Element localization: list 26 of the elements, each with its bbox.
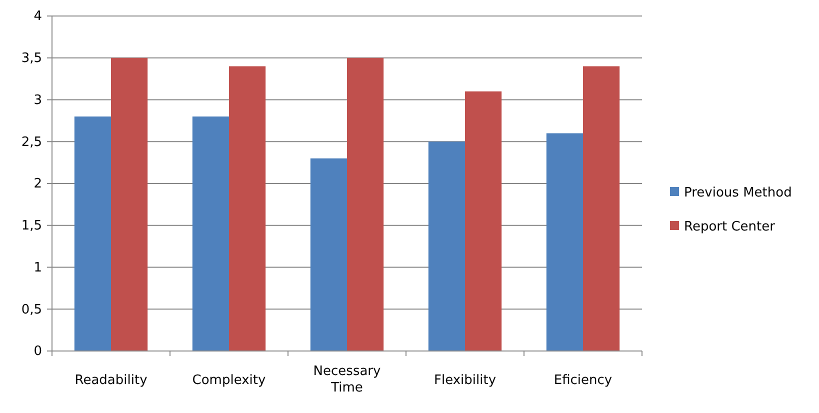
legend-label: Previous Method <box>684 186 792 201</box>
y-tick-label: 0,5 <box>21 302 42 318</box>
bar <box>111 58 148 351</box>
x-tick-label: Flexibility <box>434 373 496 388</box>
y-tick-label: 3,5 <box>21 51 42 66</box>
x-tick-label: Eficiency <box>554 373 612 388</box>
bar <box>229 66 266 351</box>
bar <box>583 66 620 351</box>
y-tick-label: 2 <box>34 176 42 192</box>
y-tick-label: 1 <box>34 260 42 276</box>
bar <box>428 142 465 351</box>
legend-label: Report Center <box>684 220 776 235</box>
bar <box>347 58 384 351</box>
y-tick-label: 3 <box>34 92 42 108</box>
bar <box>192 116 229 351</box>
x-tick-label: Necessary Time <box>313 364 382 396</box>
bar <box>546 133 583 351</box>
bar <box>465 91 502 351</box>
y-tick-label: 1,5 <box>21 218 42 234</box>
bar <box>310 158 347 351</box>
bar <box>74 116 111 351</box>
y-tick-label: 4 <box>34 9 42 24</box>
y-tick-label: 2,5 <box>21 134 42 150</box>
y-tick-label: 0 <box>34 344 42 360</box>
x-tick-label: Complexity <box>192 373 266 388</box>
x-tick-label: Readability <box>74 373 148 388</box>
